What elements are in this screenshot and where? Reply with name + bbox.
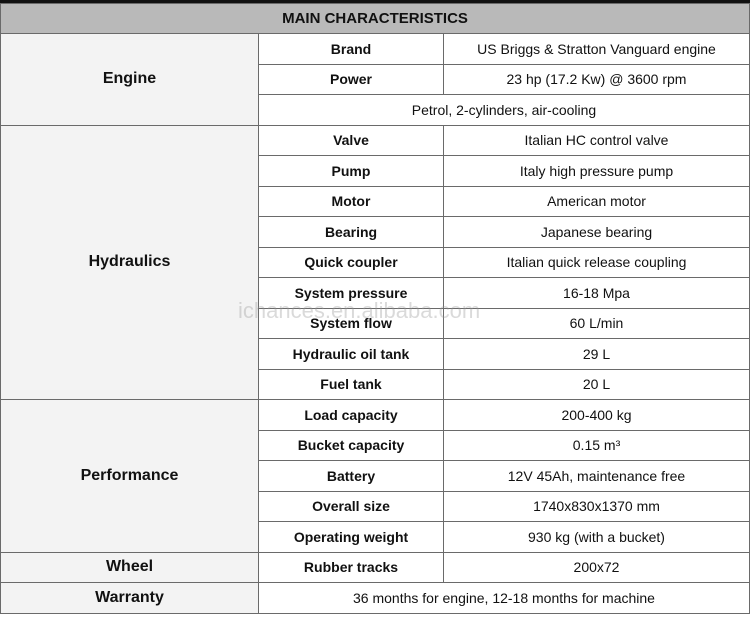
- spec-value: Italian HC control valve: [443, 124, 750, 156]
- table-row: Hydraulic oil tank 29 L: [1, 338, 750, 370]
- spec-label: Battery: [258, 460, 444, 492]
- spec-value: 60 L/min: [443, 307, 750, 339]
- spec-label: Rubber tracks: [258, 551, 444, 583]
- table-row: Operating weight 930 kg (with a bucket): [1, 521, 750, 553]
- top-border: [0, 0, 750, 3]
- table-row: Petrol, 2-cylinders, air-cooling: [1, 94, 750, 126]
- header-row: MAIN CHARACTERISTICS: [0, 3, 750, 34]
- table-row: Motor American motor: [1, 185, 750, 217]
- spec-value: Japanese bearing: [443, 216, 750, 248]
- spec-label: Bearing: [258, 216, 444, 248]
- group-label: Hydraulics: [0, 124, 259, 400]
- spec-value: 29 L: [443, 338, 750, 370]
- table-row: Hydraulics Valve Italian HC control valve: [0, 124, 750, 400]
- spec-label: Valve: [258, 124, 444, 156]
- spec-value: Italy high pressure pump: [443, 155, 750, 187]
- spec-value: US Briggs & Stratton Vanguard engine: [443, 33, 750, 65]
- spec-label: Operating weight: [258, 521, 444, 553]
- spec-value: 0.15 m³: [443, 429, 750, 461]
- spec-label: Load capacity: [258, 399, 444, 431]
- spec-label: System pressure: [258, 277, 444, 309]
- table-row: Bucket capacity 0.15 m³: [1, 429, 750, 461]
- spec-label: Bucket capacity: [258, 429, 444, 461]
- spec-value: 200x72: [443, 551, 750, 583]
- table-row: Bearing Japanese bearing: [1, 216, 750, 248]
- table-row: Engine Brand US Briggs & Stratton Vanguard…: [0, 33, 750, 126]
- spec-label: System flow: [258, 307, 444, 339]
- spec-value: 1740x830x1370 mm: [443, 490, 750, 522]
- table-title: MAIN CHARACTERISTICS: [0, 3, 750, 34]
- spec-label: Motor: [258, 185, 444, 217]
- table-row: Power 23 hp (17.2 Kw) @ 3600 rpm: [1, 63, 750, 95]
- group-label: Wheel: [0, 551, 259, 583]
- characteristics-table: MAIN CHARACTERISTICS Engine Brand US Brigg…: [0, 3, 750, 614]
- table-row: System pressure 16-18 Mpa: [1, 277, 750, 309]
- spec-value: 930 kg (with a bucket): [443, 521, 750, 553]
- table-row: Warranty 36 months for engine, 12-18 mont…: [0, 582, 750, 614]
- table-row: Wheel Rubber tracks 200x72: [0, 551, 750, 583]
- spec-value: 12V 45Ah, maintenance free: [443, 460, 750, 492]
- spec-label: Power: [258, 63, 444, 95]
- spec-label: Brand: [258, 33, 444, 65]
- group-label: Performance: [0, 399, 259, 553]
- spec-label: Quick coupler: [258, 246, 444, 278]
- spec-value: Petrol, 2-cylinders, air-cooling: [258, 94, 750, 126]
- spec-value: 36 months for engine, 12-18 months for m…: [258, 582, 750, 614]
- spec-value: 200-400 kg: [443, 399, 750, 431]
- table-row: Pump Italy high pressure pump: [1, 155, 750, 187]
- spec-label: Overall size: [258, 490, 444, 522]
- spec-value: American motor: [443, 185, 750, 217]
- table-row: System flow 60 L/min: [1, 307, 750, 339]
- group-label: Engine: [0, 33, 259, 126]
- spec-value: 16-18 Mpa: [443, 277, 750, 309]
- group-label: Warranty: [0, 582, 259, 614]
- spec-value: 23 hp (17.2 Kw) @ 3600 rpm: [443, 63, 750, 95]
- table-row: Performance Load capacity 200-400 kg: [0, 399, 750, 553]
- spec-value: 20 L: [443, 368, 750, 400]
- spec-label: Pump: [258, 155, 444, 187]
- spec-label: Fuel tank: [258, 368, 444, 400]
- table-row: Overall size 1740x830x1370 mm: [1, 490, 750, 522]
- spec-label: Hydraulic oil tank: [258, 338, 444, 370]
- spec-value: Italian quick release coupling: [443, 246, 750, 278]
- table-row: Battery 12V 45Ah, maintenance free: [1, 460, 750, 492]
